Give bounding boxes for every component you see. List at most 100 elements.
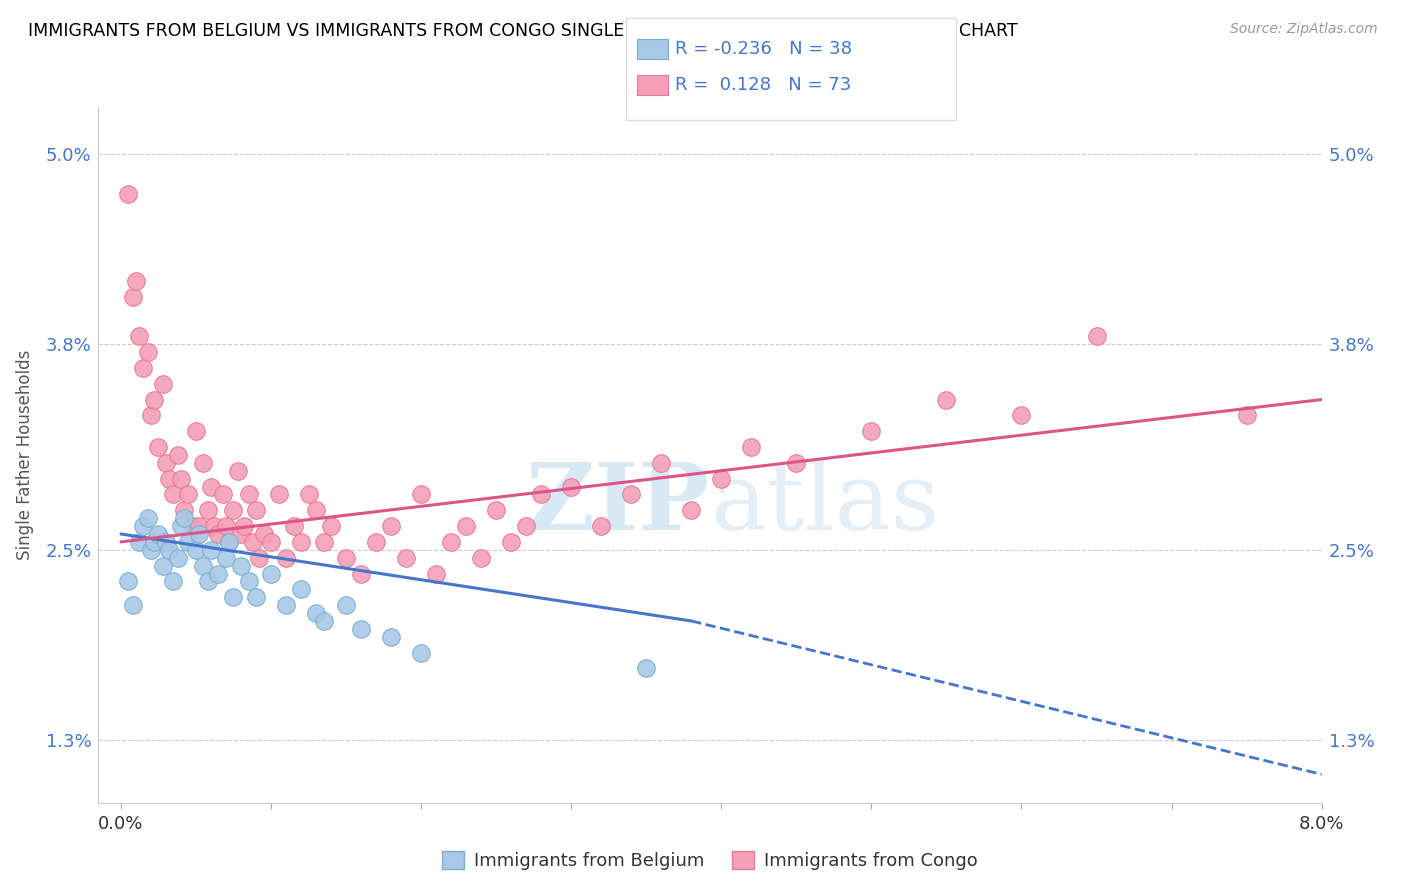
Point — [335, 550, 357, 565]
Text: atlas: atlas — [710, 458, 939, 549]
Point — [297, 487, 319, 501]
Point — [157, 542, 180, 557]
Point — [222, 503, 245, 517]
Point — [167, 550, 190, 565]
Point — [411, 487, 433, 501]
Point — [117, 574, 139, 589]
Point — [125, 274, 148, 288]
Point — [238, 487, 260, 501]
Point — [238, 574, 260, 589]
Point — [350, 622, 373, 636]
Point — [485, 503, 508, 517]
Point — [142, 535, 165, 549]
Point — [260, 566, 283, 581]
Point — [132, 361, 155, 376]
Point — [710, 472, 733, 486]
Point — [170, 519, 193, 533]
Point — [181, 519, 204, 533]
Point — [290, 582, 312, 597]
Point — [252, 527, 274, 541]
Point — [247, 550, 270, 565]
Point — [184, 542, 207, 557]
Point — [142, 392, 165, 407]
Point — [267, 487, 290, 501]
Point — [152, 558, 174, 573]
Point — [207, 566, 229, 581]
Point — [188, 527, 211, 541]
Point — [560, 479, 582, 493]
Point — [935, 392, 957, 407]
Point — [148, 440, 170, 454]
Point — [136, 345, 159, 359]
Point — [157, 472, 180, 486]
Point — [122, 290, 145, 304]
Point — [197, 574, 219, 589]
Point — [202, 519, 225, 533]
Point — [122, 598, 145, 612]
Point — [245, 591, 267, 605]
Point — [350, 566, 373, 581]
Point — [148, 527, 170, 541]
Point — [215, 550, 238, 565]
Point — [290, 535, 312, 549]
Legend: Immigrants from Belgium, Immigrants from Congo: Immigrants from Belgium, Immigrants from… — [434, 844, 986, 877]
Point — [136, 511, 159, 525]
Point — [456, 519, 478, 533]
Point — [229, 527, 252, 541]
Point — [162, 487, 184, 501]
Point — [312, 535, 335, 549]
Point — [591, 519, 613, 533]
Point — [681, 503, 703, 517]
Point — [274, 598, 297, 612]
Y-axis label: Single Father Households: Single Father Households — [17, 350, 35, 560]
Point — [200, 542, 222, 557]
Point — [188, 519, 211, 533]
Point — [425, 566, 447, 581]
Point — [128, 535, 150, 549]
Point — [860, 424, 883, 438]
Point — [193, 558, 215, 573]
Point — [177, 487, 200, 501]
Point — [162, 574, 184, 589]
Text: Source: ZipAtlas.com: Source: ZipAtlas.com — [1230, 22, 1378, 37]
Point — [173, 503, 195, 517]
Point — [173, 511, 195, 525]
Point — [245, 503, 267, 517]
Point — [740, 440, 762, 454]
Point — [155, 535, 177, 549]
Point — [274, 550, 297, 565]
Point — [364, 535, 387, 549]
Point — [212, 487, 235, 501]
Point — [218, 535, 240, 549]
Point — [197, 503, 219, 517]
Point — [395, 550, 418, 565]
Point — [636, 661, 658, 675]
Point — [380, 630, 402, 644]
Point — [177, 535, 200, 549]
Point — [501, 535, 523, 549]
Point — [226, 464, 249, 478]
Point — [229, 558, 252, 573]
Point — [283, 519, 305, 533]
Point — [515, 519, 537, 533]
Point — [411, 646, 433, 660]
Point — [620, 487, 643, 501]
Text: R =  0.128   N = 73: R = 0.128 N = 73 — [675, 76, 851, 94]
Point — [440, 535, 463, 549]
Point — [167, 448, 190, 462]
Point — [305, 606, 328, 620]
Point — [233, 519, 256, 533]
Point — [184, 424, 207, 438]
Point — [139, 542, 162, 557]
Point — [305, 503, 328, 517]
Point — [215, 519, 238, 533]
Point — [260, 535, 283, 549]
Point — [193, 456, 215, 470]
Text: R = -0.236   N = 38: R = -0.236 N = 38 — [675, 40, 852, 58]
Point — [200, 479, 222, 493]
Point — [470, 550, 492, 565]
Point — [312, 614, 335, 628]
Point — [242, 535, 264, 549]
Point — [207, 527, 229, 541]
Point — [139, 409, 162, 423]
